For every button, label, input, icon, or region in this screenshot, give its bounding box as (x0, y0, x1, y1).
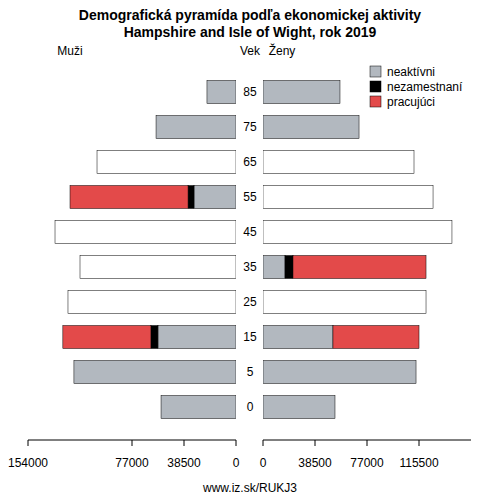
age-tick-label: 25 (243, 295, 257, 309)
x-tick-label: 0 (233, 456, 240, 470)
legend-label: nezamestnaní (387, 80, 463, 94)
bar-segment (63, 326, 151, 349)
bar-segment (194, 186, 236, 209)
bar-segment (70, 186, 188, 209)
subtitle: Hampshire and Isle of Wight, rok 2019 (124, 24, 377, 40)
x-tick (367, 440, 368, 446)
x-tick (236, 440, 237, 446)
total-bar (68, 291, 236, 314)
bar-segment (188, 186, 194, 209)
age-tick-label: 15 (243, 330, 257, 344)
bar-segment (263, 396, 335, 419)
x-tick-label: 115500 (399, 456, 438, 470)
x-tick (132, 440, 133, 446)
total-bar (263, 186, 433, 209)
legend-swatch (370, 96, 381, 107)
total-bar (97, 151, 236, 174)
x-tick-label: 38500 (167, 456, 201, 470)
bar-segment (263, 81, 340, 104)
total-bar (55, 221, 236, 244)
source: www.iz.sk/RUKJ3 (202, 481, 297, 495)
x-tick-label: 77000 (115, 456, 149, 470)
x-tick-label: 77000 (350, 456, 384, 470)
legend-label: pracujúci (387, 95, 435, 109)
x-tick-label: 38500 (298, 456, 332, 470)
age-tick-label: 85 (243, 85, 257, 99)
title: Demografická pyramída podľa ekonomickej … (79, 7, 422, 23)
bar-segment (293, 256, 426, 279)
x-tick (263, 440, 264, 446)
x-tick (419, 440, 420, 446)
x-tick (315, 440, 316, 446)
age-tick-label: 65 (243, 155, 257, 169)
age-label: Vek (240, 44, 261, 58)
age-tick-label: 35 (243, 260, 257, 274)
chart: Demografická pyramída podľa ekonomickej … (0, 0, 500, 500)
side-label: Muži (57, 44, 82, 58)
legend-swatch (370, 66, 381, 77)
bar-segment (158, 326, 236, 349)
bar-segment (263, 361, 416, 384)
age-tick-label: 45 (243, 225, 257, 239)
legend-label: neaktívni (387, 65, 435, 79)
legend-swatch (370, 81, 381, 92)
bar-segment (263, 326, 333, 349)
age-tick-label: 0 (247, 400, 254, 414)
bar-segment (207, 81, 236, 104)
bar-segment (333, 326, 419, 349)
x-tick-label: 154000 (8, 456, 48, 470)
bar-segment (156, 116, 236, 139)
total-bar (263, 221, 452, 244)
total-bar (80, 256, 236, 279)
age-tick-label: 75 (243, 120, 257, 134)
bar-segment (263, 256, 285, 279)
bars (55, 81, 236, 419)
side-label: Ženy (269, 43, 296, 58)
total-bar (263, 291, 426, 314)
bar-segment (151, 326, 158, 349)
age-tick-label: 55 (243, 190, 257, 204)
bar-segment (285, 256, 293, 279)
bar-segment (161, 396, 236, 419)
bar-segment (263, 116, 359, 139)
x-tick (184, 440, 185, 446)
bars (263, 81, 452, 419)
total-bar (263, 151, 414, 174)
x-tick-label: 0 (260, 456, 267, 470)
x-tick (28, 440, 29, 446)
bar-segment (74, 361, 236, 384)
age-tick-label: 5 (247, 365, 254, 379)
